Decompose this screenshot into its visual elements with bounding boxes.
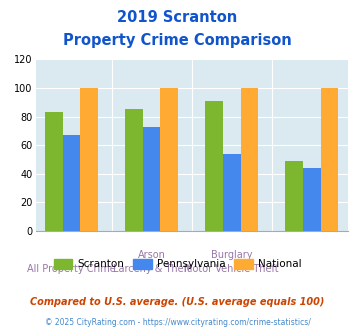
Bar <box>160 88 178 231</box>
Bar <box>205 101 223 231</box>
Text: Motor Vehicle Theft: Motor Vehicle Theft <box>185 264 279 274</box>
Text: All Property Crime: All Property Crime <box>27 264 116 274</box>
Bar <box>285 161 303 231</box>
Bar <box>63 135 80 231</box>
Text: Larceny & Theft: Larceny & Theft <box>113 264 191 274</box>
Bar <box>80 88 98 231</box>
Text: 2019 Scranton: 2019 Scranton <box>118 10 237 25</box>
Bar <box>241 88 258 231</box>
Text: Arson: Arson <box>138 250 165 260</box>
Text: © 2025 CityRating.com - https://www.cityrating.com/crime-statistics/: © 2025 CityRating.com - https://www.city… <box>45 318 310 327</box>
Bar <box>223 154 241 231</box>
Text: Property Crime Comparison: Property Crime Comparison <box>63 33 292 48</box>
Bar <box>125 110 143 231</box>
Bar <box>143 127 160 231</box>
Bar <box>45 112 63 231</box>
Bar <box>303 168 321 231</box>
Text: Burglary: Burglary <box>211 250 252 260</box>
Legend: Scranton, Pennsylvania, National: Scranton, Pennsylvania, National <box>49 255 306 274</box>
Bar <box>321 88 338 231</box>
Text: Compared to U.S. average. (U.S. average equals 100): Compared to U.S. average. (U.S. average … <box>30 297 325 307</box>
